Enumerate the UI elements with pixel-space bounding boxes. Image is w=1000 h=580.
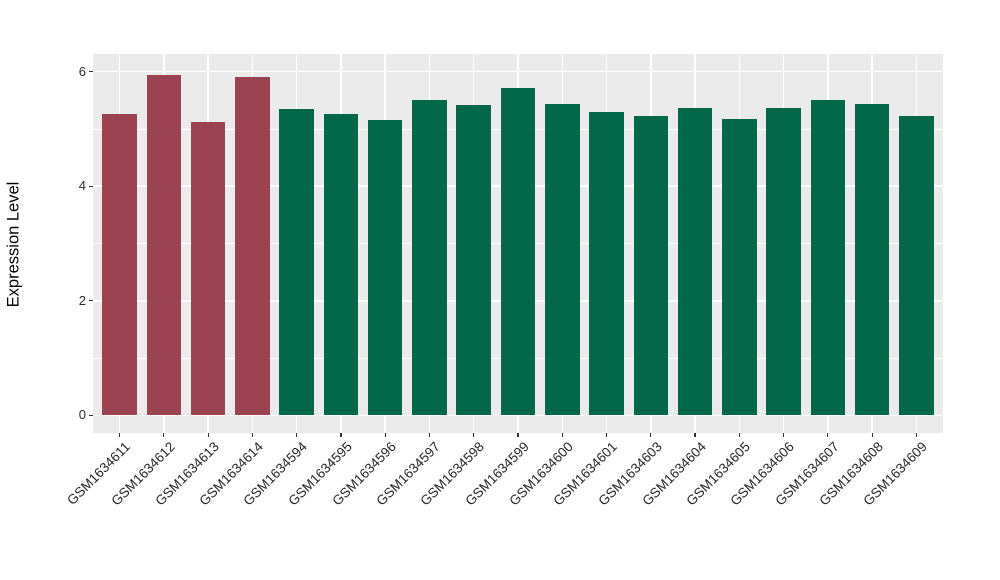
y-axis-title: Expression Level <box>4 181 23 308</box>
x-axis-tick <box>783 433 785 437</box>
bar-GSM1634600 <box>545 104 580 416</box>
bar-GSM1634609 <box>899 116 934 416</box>
bar-GSM1634611 <box>102 114 137 416</box>
bar-GSM1634612 <box>146 74 182 416</box>
x-axis-tick <box>296 433 298 437</box>
x-axis-tick <box>561 433 563 437</box>
x-axis-tick <box>871 433 873 437</box>
x-axis-tick <box>827 433 829 437</box>
x-axis-tick <box>340 433 342 437</box>
x-axis-tick <box>650 433 652 437</box>
bar-GSM1634608 <box>854 104 890 416</box>
bar-GSM1634603 <box>633 116 669 416</box>
bar-GSM1634594 <box>279 108 314 416</box>
x-axis-tick <box>428 433 431 437</box>
x-axis-tick <box>473 433 475 437</box>
y-axis-tick <box>89 414 93 416</box>
x-axis-tick <box>118 433 121 437</box>
bars-layer <box>93 54 943 433</box>
y-axis-tick <box>89 71 93 73</box>
bar-GSM1634613 <box>190 122 226 416</box>
y-axis-tick <box>89 185 93 187</box>
bar-GSM1634597 <box>412 99 447 416</box>
bar-GSM1634606 <box>766 108 801 416</box>
y-tick-label: 6 <box>78 63 86 79</box>
x-axis-tick <box>738 433 740 437</box>
bar-GSM1634607 <box>810 100 846 416</box>
bar-GSM1634605 <box>722 119 757 416</box>
y-tick-label: 4 <box>78 178 86 194</box>
bar-GSM1634604 <box>677 107 713 416</box>
x-axis-tick <box>694 433 696 437</box>
y-axis-tick <box>89 300 93 302</box>
x-axis-tick <box>163 433 165 437</box>
bar-GSM1634596 <box>367 119 403 416</box>
y-tick-label: 2 <box>78 292 86 308</box>
bar-GSM1634598 <box>456 104 491 416</box>
x-axis-tick <box>251 433 253 437</box>
x-axis-tick <box>915 433 918 437</box>
x-axis-tick <box>384 433 386 437</box>
bar-GSM1634601 <box>589 111 624 416</box>
plot-panel <box>93 54 943 433</box>
bar-GSM1634595 <box>323 114 359 416</box>
bar-GSM1634614 <box>235 76 270 416</box>
y-tick-label: 0 <box>78 407 86 423</box>
x-axis-tick <box>517 433 519 437</box>
x-axis-tick <box>605 433 608 437</box>
x-axis-tick <box>207 433 209 437</box>
bar-GSM1634599 <box>500 88 536 416</box>
